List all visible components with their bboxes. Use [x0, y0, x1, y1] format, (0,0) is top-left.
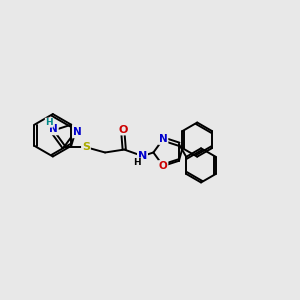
Text: H: H: [134, 158, 141, 167]
Text: O: O: [118, 124, 128, 134]
Text: N: N: [138, 151, 147, 161]
Text: N: N: [73, 128, 82, 137]
Text: S: S: [82, 142, 90, 152]
Text: N: N: [159, 134, 167, 144]
Text: O: O: [159, 161, 167, 171]
Text: H: H: [45, 118, 53, 127]
Text: N: N: [49, 124, 58, 134]
